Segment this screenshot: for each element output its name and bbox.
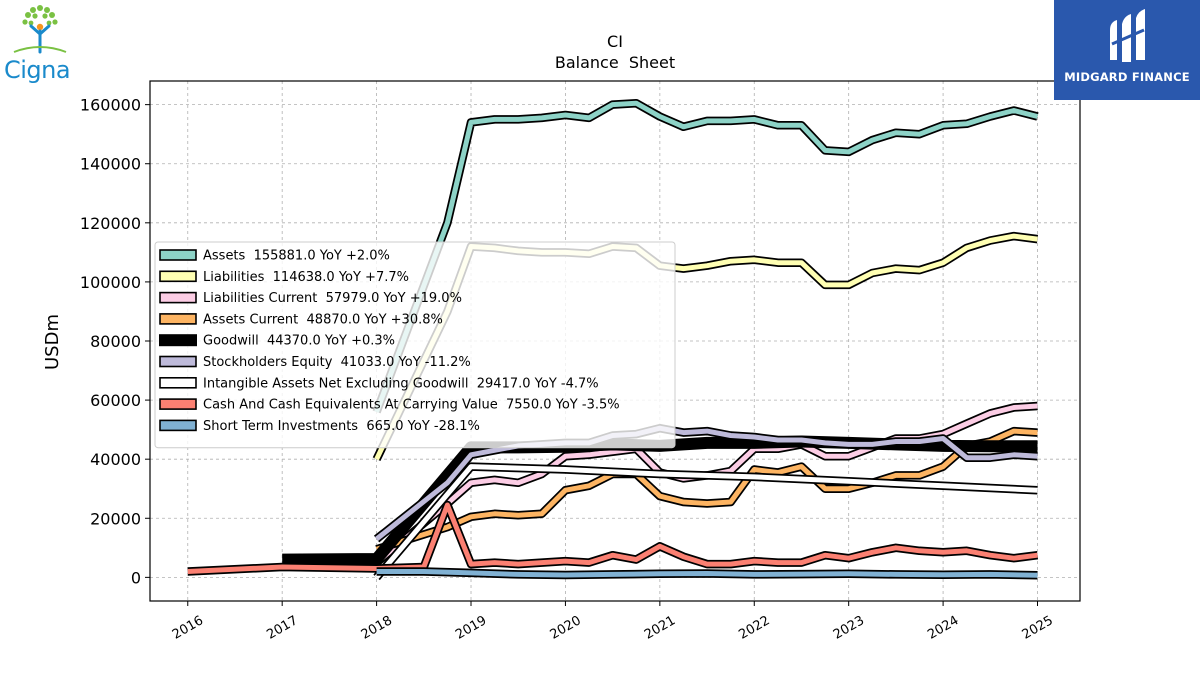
legend-swatch — [159, 334, 197, 347]
legend-label: Assets Current 48870.0 YoY +30.8% — [203, 312, 443, 327]
series-3 — [375, 426, 1038, 554]
legend-label: Liabilities 114638.0 YoY +7.7% — [203, 270, 409, 285]
y-tick-label: 60000 — [90, 391, 141, 410]
legend-label: Goodwill 44370.0 YoY +0.3% — [203, 334, 395, 349]
series-6 — [373, 462, 1038, 581]
legend-swatch — [159, 419, 197, 432]
legend-label: Liabilities Current 57979.0 YoY +19.0% — [203, 291, 462, 306]
y-axis-label: USDm — [42, 314, 63, 370]
x-tick-label: 2023 — [831, 613, 867, 643]
series-7 — [187, 500, 1039, 576]
cigna-logo: Cigna — [0, 0, 90, 90]
legend-swatch — [159, 398, 197, 410]
legend-label: Stockholders Equity 41033.0 YoY -11.2% — [203, 355, 471, 370]
legend-label: Intangible Assets Net Excluding Goodwill… — [203, 376, 599, 391]
series-8 — [376, 567, 1038, 580]
y-tick-label: 20000 — [90, 509, 141, 528]
tree-person-icon — [13, 5, 67, 54]
x-tick-label: 2021 — [642, 613, 678, 643]
chart-title: CI — [607, 32, 623, 51]
series-line — [375, 428, 1038, 552]
x-tick-label: 2017 — [264, 613, 300, 643]
x-axis-ticks: 2016 2017 2018 2019 2020 2021 2022 2023 2024 2025 — [170, 601, 1056, 643]
legend-box — [154, 241, 676, 449]
legend-label: Assets 155881.0 YoY +2.0% — [203, 249, 390, 264]
legend-swatch — [159, 291, 197, 304]
y-tick-label: 120000 — [80, 214, 141, 233]
x-tick-label: 2016 — [170, 613, 206, 643]
x-tick-label: 2024 — [925, 613, 961, 643]
series-line — [374, 464, 1038, 580]
legend-swatch — [159, 249, 197, 261]
midgard-monogram-icon — [1110, 9, 1145, 62]
y-tick-label: 40000 — [90, 450, 141, 469]
legend: Assets 155881.0 YoY +2.0% Liabilities 114… — [154, 241, 676, 449]
series-line — [187, 502, 1038, 574]
x-tick-label: 2025 — [1020, 613, 1056, 643]
y-tick-label: 140000 — [80, 155, 141, 174]
series-0 — [372, 98, 1039, 414]
x-tick-label: 2019 — [453, 613, 489, 643]
midgard-wordmark: MIDGARD FINANCE — [1064, 70, 1190, 84]
legend-swatch — [159, 355, 197, 368]
y-tick-label: 0 — [131, 568, 141, 587]
x-tick-label: 2018 — [359, 613, 395, 643]
y-tick-label: 160000 — [80, 96, 141, 115]
legend-swatch — [159, 313, 197, 325]
x-tick-label: 2022 — [736, 613, 772, 643]
legend-swatch — [159, 376, 197, 389]
cigna-wordmark: Cigna — [4, 56, 71, 84]
legend-swatch — [159, 270, 197, 283]
series-line — [376, 569, 1038, 578]
legend-label: Short Term Investments 665.0 YoY -28.1% — [203, 419, 480, 434]
legend-label: Cash And Cash Equivalents At Carrying Va… — [203, 398, 620, 413]
series-line — [374, 100, 1039, 413]
y-tick-label: 80000 — [90, 332, 141, 351]
y-axis-ticks: 0 20000 40000 60000 80000 100000 120000 140000 1… — [80, 96, 150, 587]
y-tick-label: 100000 — [80, 273, 141, 292]
x-tick-label: 2020 — [548, 613, 584, 643]
midgard-finance-logo: MIDGARD FINANCE — [1054, 0, 1200, 100]
chart-subtitle: Balance Sheet — [555, 53, 675, 72]
